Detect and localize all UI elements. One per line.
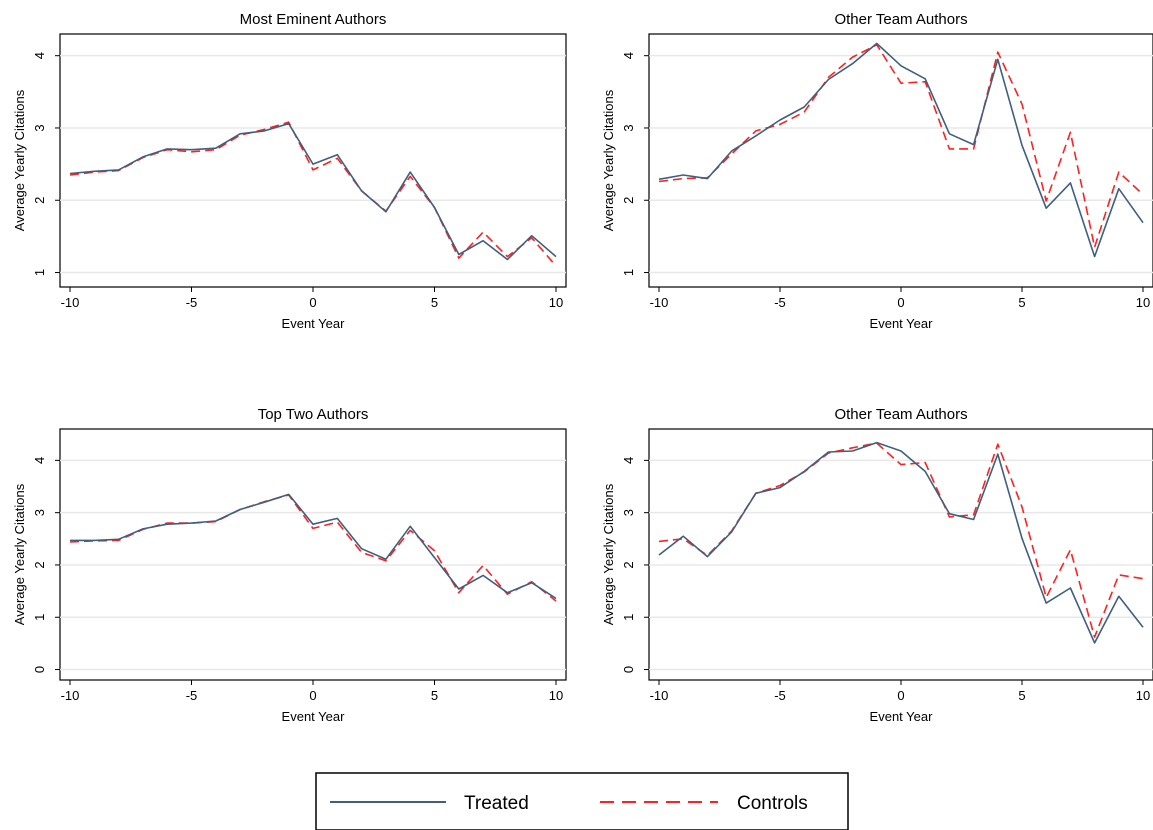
y-tick-label: 4 xyxy=(32,52,47,59)
y-tick-label: 1 xyxy=(32,269,47,276)
legend: Treated Controls xyxy=(315,772,849,830)
panel-title: Other Team Authors xyxy=(834,11,967,28)
y-tick-label: 4 xyxy=(621,52,636,59)
plot-area xyxy=(648,428,1153,681)
series-line-treated xyxy=(658,42,1144,258)
y-tick-label: 3 xyxy=(32,124,47,131)
x-tick-label: 5 xyxy=(1018,688,1025,703)
x-axis-title: Event Year xyxy=(282,316,346,331)
x-tick-label: 10 xyxy=(1136,688,1150,703)
y-axis-title: Average Yearly Citations xyxy=(12,89,27,231)
x-tick-label: 10 xyxy=(1136,295,1150,310)
x-tick-label: 5 xyxy=(431,688,438,703)
legend-treated-label: Treated xyxy=(464,793,529,814)
x-tick-label: -10 xyxy=(61,295,80,310)
y-tick-label: 2 xyxy=(32,561,47,568)
y-axis-title: Average Yearly Citations xyxy=(601,89,616,231)
y-tick-label: 2 xyxy=(621,561,636,568)
plot-area xyxy=(59,33,567,288)
panel-title: Other Team Authors xyxy=(834,406,967,423)
x-tick-label: -5 xyxy=(186,295,198,310)
x-tick-label: 0 xyxy=(897,295,904,310)
x-tick-label: 10 xyxy=(549,688,563,703)
y-tick-label: 3 xyxy=(32,509,47,516)
panel-most-eminent-authors: Most Eminent Authors Event Year Average … xyxy=(12,11,567,331)
series-line-treated xyxy=(658,441,1144,644)
x-tick-label: -10 xyxy=(650,688,669,703)
x-tick-label: -5 xyxy=(774,688,786,703)
series-line-controls xyxy=(658,43,1144,248)
x-axis-title: Event Year xyxy=(282,709,346,724)
y-tick-label: 4 xyxy=(621,457,636,464)
y-tick-label: 2 xyxy=(621,197,636,204)
y-tick-label: 4 xyxy=(32,457,47,464)
series-line-treated xyxy=(70,493,557,600)
y-tick-label: 3 xyxy=(621,509,636,516)
y-tick-label: 3 xyxy=(621,124,636,131)
series-line-controls xyxy=(69,494,557,602)
x-axis-title: Event Year xyxy=(870,316,934,331)
x-tick-label: 0 xyxy=(897,688,904,703)
x-tick-label: 0 xyxy=(309,295,316,310)
y-tick-label: 0 xyxy=(621,666,636,673)
x-tick-label: 0 xyxy=(309,688,316,703)
y-tick-label: 1 xyxy=(621,614,636,621)
plot-area xyxy=(648,33,1153,288)
x-tick-label: -5 xyxy=(186,688,198,703)
panel-other-team-authors-bottom: Other Team Authors Event Year Average Ye… xyxy=(601,406,1153,724)
legend-controls-label: Controls xyxy=(737,793,808,814)
panel-top-two-authors: Top Two Authors Event Year Average Yearl… xyxy=(12,406,567,724)
x-tick-label: -5 xyxy=(774,295,786,310)
y-tick-label: 1 xyxy=(621,269,636,276)
x-tick-label: 10 xyxy=(549,295,563,310)
x-tick-label: -10 xyxy=(61,688,80,703)
y-axis-title: Average Yearly Citations xyxy=(601,483,616,625)
plot-area xyxy=(59,428,567,681)
panel-title: Top Two Authors xyxy=(258,406,369,423)
panel-other-team-authors-top: Other Team Authors Event Year Average Ye… xyxy=(601,11,1153,331)
x-axis-title: Event Year xyxy=(870,709,934,724)
y-tick-label: 1 xyxy=(32,614,47,621)
x-tick-label: 5 xyxy=(431,295,438,310)
y-axis-title: Average Yearly Citations xyxy=(12,483,27,625)
x-tick-label: -10 xyxy=(650,295,669,310)
y-tick-label: 2 xyxy=(32,197,47,204)
panel-title: Most Eminent Authors xyxy=(240,11,387,28)
y-tick-label: 0 xyxy=(32,666,47,673)
series-line-treated xyxy=(69,122,557,261)
x-tick-label: 5 xyxy=(1018,295,1025,310)
